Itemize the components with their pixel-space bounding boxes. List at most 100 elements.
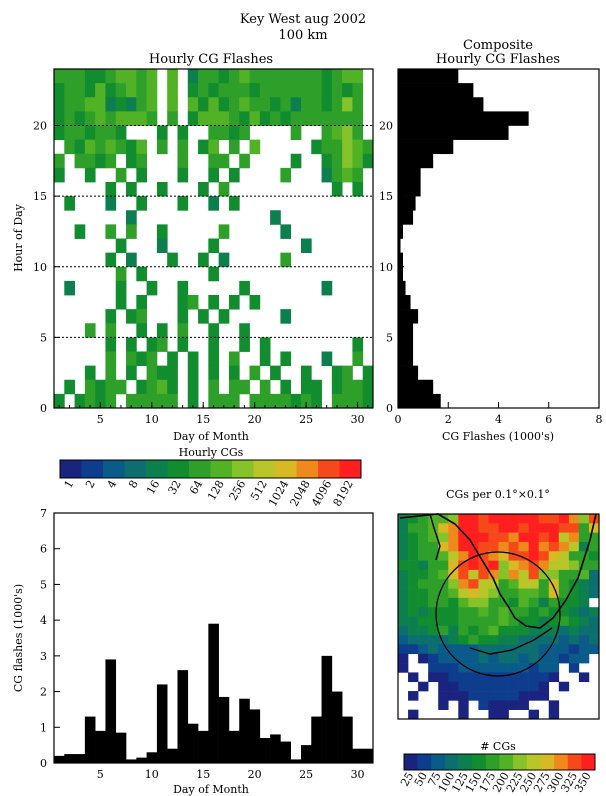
daily-bar	[95, 730, 106, 763]
map-cell	[498, 672, 509, 683]
heatmap-cell	[115, 139, 127, 155]
map-cell	[408, 560, 419, 571]
heatmap-title: Hourly CG Flashes	[149, 52, 273, 67]
map-cell	[448, 551, 459, 561]
colorbar-swatch	[581, 754, 596, 770]
map-cell	[548, 588, 560, 599]
heatmap-cell	[208, 153, 220, 169]
colorbar-label: 4096	[309, 478, 334, 509]
composite-xlabel: CG Flashes (1000's)	[442, 430, 554, 443]
heatmap-cell	[74, 83, 86, 98]
map-cell	[438, 691, 449, 701]
map-cell	[538, 653, 550, 664]
coast-inlet-path	[429, 513, 441, 561]
heatmap-cell	[136, 379, 148, 395]
map-cell	[478, 653, 489, 664]
map-cell	[508, 597, 519, 608]
heatmap-cell	[208, 69, 220, 84]
heatmap-xtick-label: 20	[248, 413, 262, 426]
heatmap-cell	[177, 125, 189, 141]
map-cell	[588, 551, 600, 561]
map-cell	[458, 644, 469, 655]
map-cell	[438, 681, 449, 692]
map-cell	[558, 560, 570, 571]
heatmap-cell	[218, 309, 230, 324]
heatmap-cell	[311, 111, 322, 126]
map-cell	[488, 560, 499, 571]
daily-bar	[362, 748, 374, 763]
heatmap-cell	[239, 153, 250, 169]
heatmap-cell	[187, 69, 199, 84]
heatmap-cell	[311, 97, 322, 112]
heatmap-cell	[105, 97, 117, 112]
composite-bar	[398, 167, 421, 183]
heatmap-cell	[218, 393, 230, 409]
heatmap-cell	[249, 295, 261, 310]
colorbar-swatch	[404, 754, 418, 770]
map-cell	[518, 635, 529, 645]
map-cell	[458, 514, 469, 524]
heatmap-cell	[352, 393, 364, 409]
map-cell	[488, 532, 499, 543]
heatmap-cell	[321, 167, 333, 183]
map-cell	[478, 607, 489, 617]
heatmap-cell	[280, 167, 292, 183]
map-cell	[488, 597, 499, 608]
heatmap-cell	[105, 111, 117, 126]
colorbar-label: 2	[83, 478, 98, 491]
colorbar-swatch	[458, 754, 473, 770]
map-cell	[428, 514, 439, 524]
daily-ytick-label: 4	[40, 614, 47, 627]
heatmap-cell	[54, 153, 65, 169]
composite-bar	[398, 196, 416, 211]
map-cell	[398, 541, 409, 552]
map-cell	[478, 532, 489, 543]
map-cell	[538, 681, 550, 692]
heatmap-cell	[187, 351, 199, 367]
map-cell	[428, 532, 439, 543]
heatmap-cell	[208, 365, 220, 381]
map-cell	[478, 560, 489, 571]
map-cell	[508, 569, 519, 580]
heatmap-cell	[74, 97, 86, 112]
map-cell	[508, 579, 519, 589]
map-cell	[508, 560, 519, 571]
composite-bars	[398, 69, 529, 409]
daily-bar	[342, 716, 353, 763]
map-cell	[588, 635, 600, 645]
map-cell	[568, 597, 580, 608]
map-cell	[428, 560, 439, 571]
map-cell	[498, 560, 509, 571]
heatmap-cell	[187, 365, 199, 381]
map-cell	[408, 616, 419, 627]
heatmap-cell	[342, 379, 353, 395]
heatmap-cell	[321, 97, 333, 112]
map-cell	[398, 644, 409, 655]
heatmap-cell	[249, 111, 261, 126]
daily-xtick-label: 25	[299, 768, 313, 781]
heatmap-cell	[208, 167, 220, 183]
heatmap-cell	[167, 379, 178, 395]
composite-bar	[398, 337, 414, 352]
map-cell	[418, 681, 429, 692]
map-cell	[468, 551, 479, 561]
map-cell	[428, 644, 439, 655]
map-cell	[548, 625, 560, 636]
map-cell	[528, 663, 539, 673]
map-cell	[488, 700, 499, 710]
heatmap-cell	[311, 69, 322, 84]
heatmap-cell	[136, 97, 148, 112]
map-cell	[418, 607, 429, 617]
heatmap-ytick-label: 20	[33, 120, 47, 133]
map-cell	[498, 541, 509, 552]
heatmap-cell	[156, 337, 168, 352]
heatmap-cell	[259, 111, 271, 126]
heatmap-gridlines	[54, 125, 373, 338]
map-cell	[508, 588, 519, 599]
heatmap-cell	[342, 153, 353, 169]
heatmap-cell	[290, 111, 302, 126]
heatmap-cell	[208, 196, 220, 211]
composite-bar	[398, 238, 401, 253]
heatmap-ticks: 5 10 15 20 25 30 0 5 10 15 20	[33, 120, 369, 426]
map-cell	[578, 541, 590, 552]
